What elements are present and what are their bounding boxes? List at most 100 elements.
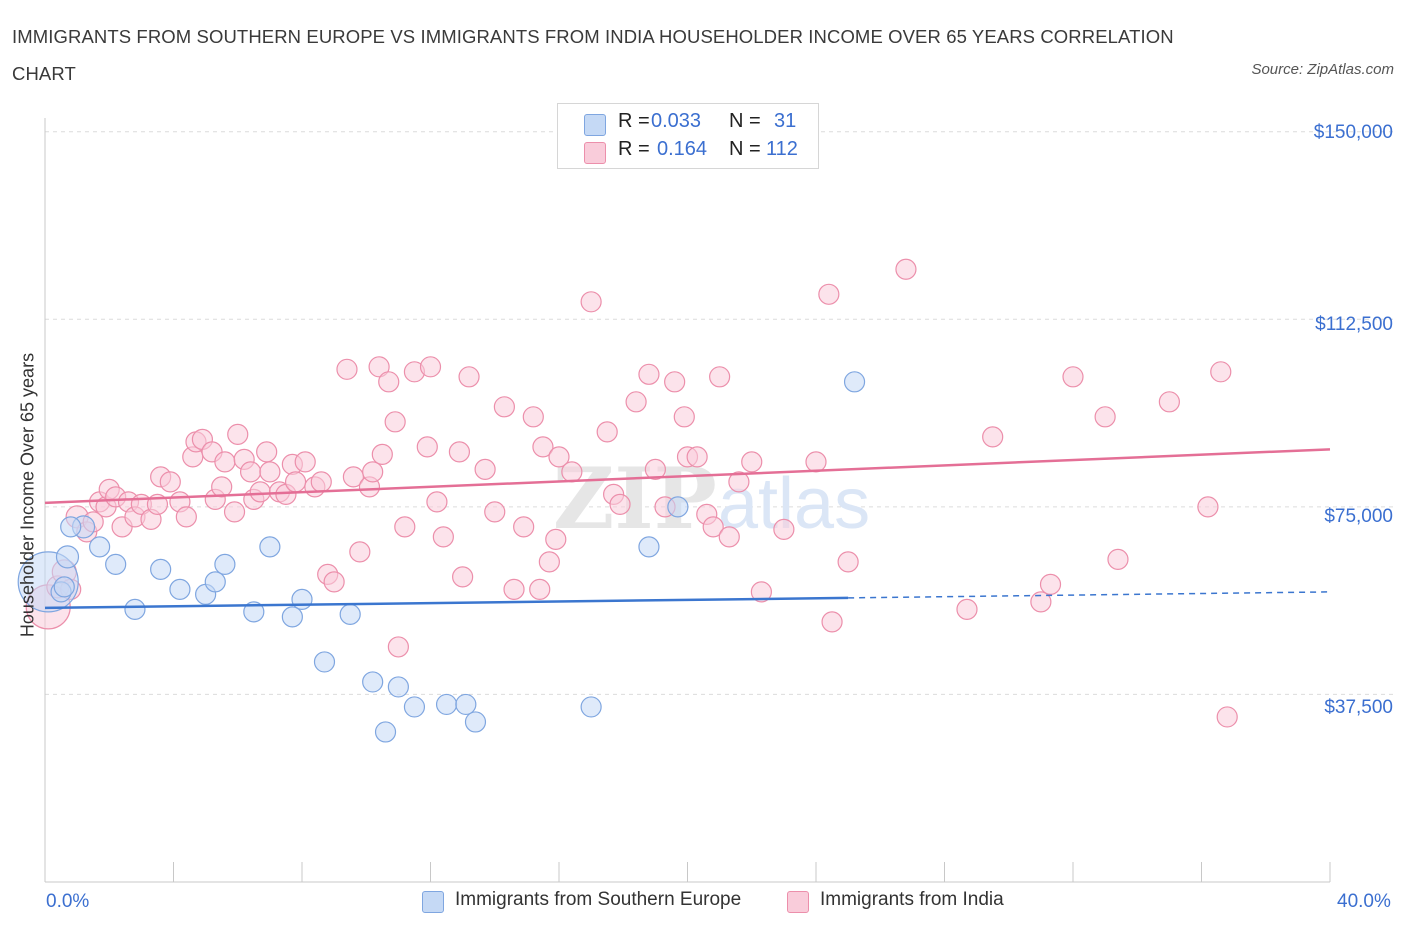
legend-swatch-southern-europe [584,114,606,136]
point-india [227,423,249,445]
point-india [741,451,763,473]
point-southern-europe [435,693,458,716]
point-india [538,551,560,573]
point-india [448,441,471,463]
point-india [484,501,506,523]
trendline-southern-europe [44,596,849,610]
legend-swatch-india [584,142,606,164]
point-india [625,391,647,413]
source-note: Source: ZipAtlas.com [1251,61,1394,78]
r-label: R = [618,110,650,132]
point-southern-europe [313,651,336,673]
point-india [956,598,978,621]
point-india [1158,391,1180,413]
point-southern-europe [387,676,409,698]
n-label: N = [729,138,761,160]
point-india [644,458,666,480]
point-southern-europe [53,576,75,598]
point-india [750,581,772,603]
point-southern-europe [124,598,146,621]
legend-item-southern-europe: Immigrants from Southern Europe [422,888,762,916]
point-southern-europe [638,536,660,558]
point-india [214,451,236,473]
point-india [1039,573,1062,595]
legend-swatch-india [787,891,809,913]
point-southern-europe [214,553,236,575]
n-value: 31 [774,110,797,132]
point-india [1216,706,1238,728]
point-southern-europe [339,603,361,626]
point-india [638,363,660,385]
point-southern-europe [843,371,866,393]
point-india [1094,406,1116,428]
point-india [458,366,480,388]
point-india [1062,366,1084,388]
point-india [895,258,917,280]
point-southern-europe [89,536,111,558]
y-tick-label-37500: $37,500 [1324,697,1393,718]
point-india [686,446,708,468]
point-india [773,518,795,540]
r-value: 0.164 [657,138,708,160]
point-india [223,501,246,523]
point-india [384,411,406,433]
point-india [249,481,271,503]
point-india [211,476,233,498]
point-southern-europe [362,671,384,693]
point-india [580,291,602,313]
point-southern-europe [464,711,487,733]
point-india [387,636,409,658]
legend-swatch-southern-europe [422,891,444,913]
point-india [821,611,843,633]
trendline-southern-europe-extension [848,591,1331,599]
point-india [256,441,278,463]
point-india [378,371,400,393]
point-india [545,528,567,550]
point-india [1197,496,1219,518]
point-india [323,571,345,593]
point-india [709,366,731,388]
point-india [673,406,695,428]
point-india [159,471,181,493]
correlation-legend: R = 0.033 N = 31 R = 0.164 N = 112 [557,103,819,169]
point-india [240,461,262,483]
point-india [362,461,384,483]
point-southern-europe [150,558,172,580]
point-india [394,516,416,538]
point-southern-europe [105,553,127,575]
point-india [805,451,827,473]
point-india [426,491,448,513]
point-india [284,471,307,493]
point-southern-europe [243,601,265,623]
point-india [175,506,197,528]
point-india [718,526,740,548]
y-axis-title: Householder Income Over 65 years [17,352,38,638]
point-southern-europe [580,696,602,718]
point-southern-europe [55,545,80,569]
legend-row-southern-europe: R = 0.033 N = 31 [584,110,804,138]
point-india [664,371,686,393]
legend-label-southern-europe: Immigrants from Southern Europe [455,889,742,910]
chart-title: IMMIGRANTS FROM SOUTHERN EUROPE VS IMMIG… [12,26,1174,84]
point-india [609,493,631,515]
point-india [474,458,496,480]
n-label: N = [729,110,761,132]
point-india [419,356,442,378]
r-value: 0.033 [651,110,702,132]
point-india [837,551,859,573]
y-tick-label-150000: $150,000 [1313,122,1393,143]
point-india [310,471,332,493]
point-india [728,471,750,493]
point-india [522,406,544,428]
y-tick-label-75000: $75,000 [1324,506,1393,527]
point-southern-europe [403,696,426,718]
x-tick-label-max: 40.0% [1337,891,1391,912]
point-india [561,461,583,483]
point-india [702,516,724,538]
legend-item-india: Immigrants from India [787,888,1027,916]
point-india [336,358,358,380]
point-india [596,421,618,443]
point-southern-europe [281,606,303,628]
point-southern-europe [374,721,397,743]
